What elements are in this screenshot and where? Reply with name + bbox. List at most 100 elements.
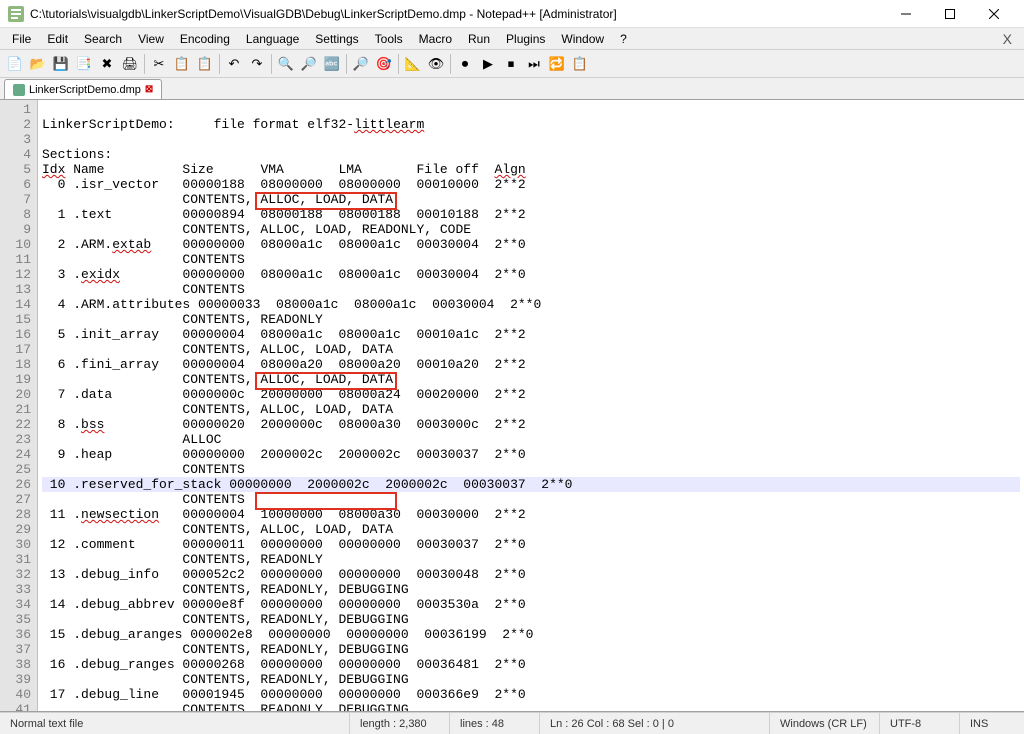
code-line[interactable]: CONTENTS, READONLY, DEBUGGING bbox=[42, 672, 1020, 687]
line-number: 12 bbox=[2, 267, 31, 282]
code-line[interactable]: 0 .isr_vector 00000188 08000000 08000000… bbox=[42, 177, 1020, 192]
code-line[interactable]: 13 .debug_info 000052c2 00000000 0000000… bbox=[42, 567, 1020, 582]
toolbar-button-14[interactable]: 🔍 bbox=[275, 53, 297, 75]
code-line[interactable]: 14 .debug_abbrev 00000e8f 00000000 00000… bbox=[42, 597, 1020, 612]
code-line[interactable]: CONTENTS, READONLY, DEBUGGING bbox=[42, 642, 1020, 657]
code-line[interactable]: CONTENTS, ALLOC, LOAD, DATA bbox=[42, 402, 1020, 417]
tab-close-icon[interactable]: ⊠ bbox=[145, 84, 153, 95]
code-line[interactable]: 17 .debug_line 00001945 00000000 0000000… bbox=[42, 687, 1020, 702]
line-number: 33 bbox=[2, 582, 31, 597]
minimize-button[interactable] bbox=[884, 0, 928, 28]
menu-edit[interactable]: Edit bbox=[39, 30, 76, 48]
line-number: 25 bbox=[2, 462, 31, 477]
toolbar-button-28[interactable]: 🔁 bbox=[546, 53, 568, 75]
code-line[interactable]: CONTENTS, ALLOC, LOAD, READONLY, CODE bbox=[42, 222, 1020, 237]
toolbar-button-25[interactable]: ▶ bbox=[477, 53, 499, 75]
toolbar-button-5[interactable]: 🖨 bbox=[119, 53, 141, 75]
toolbar-button-1[interactable]: 📂 bbox=[27, 53, 49, 75]
code-line[interactable]: 10 .reserved_for_stack 00000000 2000002c… bbox=[42, 477, 1020, 492]
close-button[interactable] bbox=[972, 0, 1016, 28]
code-line[interactable]: CONTENTS bbox=[42, 492, 1020, 507]
menu-close-x[interactable]: X bbox=[995, 31, 1020, 47]
line-number: 37 bbox=[2, 642, 31, 657]
toolbar-button-29[interactable]: 📋 bbox=[569, 53, 591, 75]
menu-tools[interactable]: Tools bbox=[367, 30, 411, 48]
toolbar-button-26[interactable]: ⏹ bbox=[500, 53, 522, 75]
code-line[interactable]: Idx Name Size VMA LMA File off Algn bbox=[42, 162, 1020, 177]
toolbar-button-8[interactable]: 📋 bbox=[171, 53, 193, 75]
menu-plugins[interactable]: Plugins bbox=[498, 30, 553, 48]
menu-settings[interactable]: Settings bbox=[307, 30, 366, 48]
code-line[interactable]: Sections: bbox=[42, 147, 1020, 162]
code-line[interactable]: 9 .heap 00000000 2000002c 2000002c 00030… bbox=[42, 447, 1020, 462]
menu-macro[interactable]: Macro bbox=[411, 30, 460, 48]
menu-language[interactable]: Language bbox=[238, 30, 307, 48]
code-line[interactable]: 1 .text 00000894 08000188 08000188 00010… bbox=[42, 207, 1020, 222]
toolbar-button-7[interactable]: ✂ bbox=[148, 53, 170, 75]
tabbar: LinkerScriptDemo.dmp ⊠ bbox=[0, 78, 1024, 100]
toolbar-button-0[interactable]: 📄 bbox=[4, 53, 26, 75]
code-line[interactable]: ALLOC bbox=[42, 432, 1020, 447]
toolbar-button-12[interactable]: ↷ bbox=[246, 53, 268, 75]
toolbar-button-15[interactable]: 🔎 bbox=[298, 53, 320, 75]
line-number: 20 bbox=[2, 387, 31, 402]
code-content[interactable]: LinkerScriptDemo: file format elf32-litt… bbox=[38, 100, 1024, 711]
code-line[interactable]: 4 .ARM.attributes 00000033 08000a1c 0800… bbox=[42, 297, 1020, 312]
toolbar-button-4[interactable]: ✖ bbox=[96, 53, 118, 75]
code-line[interactable]: 8 .bss 00000020 2000000c 08000a30 000300… bbox=[42, 417, 1020, 432]
code-line[interactable]: CONTENTS bbox=[42, 462, 1020, 477]
menu-search[interactable]: Search bbox=[76, 30, 130, 48]
code-line[interactable]: CONTENTS, ALLOC, LOAD, DATA bbox=[42, 192, 1020, 207]
line-number: 34 bbox=[2, 597, 31, 612]
line-number: 9 bbox=[2, 222, 31, 237]
toolbar-button-16[interactable]: 🔤 bbox=[321, 53, 343, 75]
toolbar-button-24[interactable]: ⏺ bbox=[454, 53, 476, 75]
code-line[interactable] bbox=[42, 132, 1020, 147]
code-line[interactable]: CONTENTS, ALLOC, LOAD, DATA bbox=[42, 342, 1020, 357]
code-line[interactable]: CONTENTS, READONLY, DEBUGGING bbox=[42, 702, 1020, 712]
menu-help[interactable]: ? bbox=[612, 30, 635, 48]
menu-file[interactable]: File bbox=[4, 30, 39, 48]
code-line[interactable]: 7 .data 0000000c 20000000 08000a24 00020… bbox=[42, 387, 1020, 402]
code-line[interactable]: 11 .newsection 00000004 10000000 08000a3… bbox=[42, 507, 1020, 522]
toolbar-button-22[interactable]: 👁 bbox=[425, 53, 447, 75]
toolbar-button-21[interactable]: 📐 bbox=[402, 53, 424, 75]
code-line[interactable] bbox=[42, 102, 1020, 117]
menu-encoding[interactable]: Encoding bbox=[172, 30, 238, 48]
line-number: 26 bbox=[2, 477, 31, 492]
code-line[interactable]: 6 .fini_array 00000004 08000a20 08000a20… bbox=[42, 357, 1020, 372]
toolbar-button-11[interactable]: ↶ bbox=[223, 53, 245, 75]
toolbar-button-9[interactable]: 📋 bbox=[194, 53, 216, 75]
code-line[interactable]: CONTENTS, READONLY, DEBUGGING bbox=[42, 582, 1020, 597]
toolbar-button-3[interactable]: 📑 bbox=[73, 53, 95, 75]
maximize-button[interactable] bbox=[928, 0, 972, 28]
code-line[interactable]: 3 .exidx 00000000 08000a1c 08000a1c 0003… bbox=[42, 267, 1020, 282]
toolbar-button-18[interactable]: 🔎 bbox=[350, 53, 372, 75]
toolbar-button-27[interactable]: ⏭ bbox=[523, 53, 545, 75]
toolbar-button-19[interactable]: 🎯 bbox=[373, 53, 395, 75]
tab-file[interactable]: LinkerScriptDemo.dmp ⊠ bbox=[4, 79, 162, 99]
toolbar-separator bbox=[398, 54, 399, 74]
code-line[interactable]: LinkerScriptDemo: file format elf32-litt… bbox=[42, 117, 1020, 132]
code-line[interactable]: 15 .debug_aranges 000002e8 00000000 0000… bbox=[42, 627, 1020, 642]
code-line[interactable]: CONTENTS, ALLOC, LOAD, DATA bbox=[42, 522, 1020, 537]
code-line[interactable]: 5 .init_array 00000004 08000a1c 08000a1c… bbox=[42, 327, 1020, 342]
line-number: 36 bbox=[2, 627, 31, 642]
code-line[interactable]: 16 .debug_ranges 00000268 00000000 00000… bbox=[42, 657, 1020, 672]
code-line[interactable]: CONTENTS, READONLY, DEBUGGING bbox=[42, 612, 1020, 627]
code-line[interactable]: CONTENTS bbox=[42, 282, 1020, 297]
code-line[interactable]: CONTENTS bbox=[42, 252, 1020, 267]
menu-window[interactable]: Window bbox=[553, 30, 612, 48]
code-line[interactable]: 2 .ARM.extab 00000000 08000a1c 08000a1c … bbox=[42, 237, 1020, 252]
code-line[interactable]: CONTENTS, READONLY bbox=[42, 552, 1020, 567]
menu-run[interactable]: Run bbox=[460, 30, 498, 48]
editor[interactable]: 1234567891011121314151617181920212223242… bbox=[0, 100, 1024, 712]
menu-view[interactable]: View bbox=[130, 30, 172, 48]
toolbar-separator bbox=[346, 54, 347, 74]
code-line[interactable]: 12 .comment 00000011 00000000 00000000 0… bbox=[42, 537, 1020, 552]
line-number: 30 bbox=[2, 537, 31, 552]
toolbar-button-2[interactable]: 💾 bbox=[50, 53, 72, 75]
code-line[interactable]: CONTENTS, ALLOC, LOAD, DATA bbox=[42, 372, 1020, 387]
line-number: 35 bbox=[2, 612, 31, 627]
code-line[interactable]: CONTENTS, READONLY bbox=[42, 312, 1020, 327]
